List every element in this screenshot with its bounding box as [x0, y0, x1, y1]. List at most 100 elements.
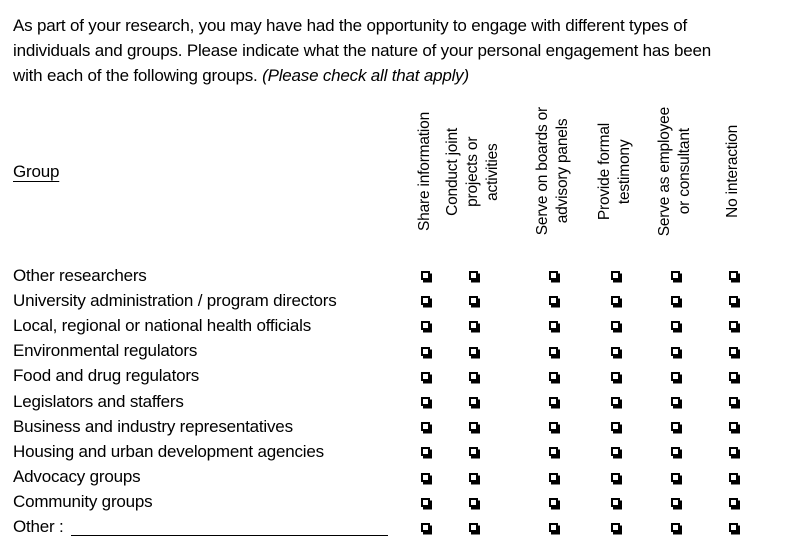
other-write-in-line[interactable]: [70, 521, 388, 537]
checkbox-r7c2[interactable]: [548, 447, 558, 457]
checkbox-r5c0[interactable]: [420, 397, 430, 407]
checkbox-r7c0[interactable]: [420, 447, 430, 457]
question-intro-text: As part of your research, you may have h…: [13, 13, 721, 88]
column-header-serve-as-employee: Serve as employee or consultant: [656, 106, 693, 237]
checkbox-r9c2[interactable]: [548, 497, 558, 507]
checkbox-r9c0[interactable]: [420, 497, 430, 507]
checkbox-r3c2[interactable]: [548, 346, 558, 356]
checkbox-r2c3[interactable]: [610, 321, 620, 331]
row-other: Other :: [13, 517, 402, 537]
checkbox-r10c3[interactable]: [610, 522, 620, 532]
checkbox-r10c0[interactable]: [420, 522, 430, 532]
table-row: Other researchers: [13, 263, 806, 288]
checkbox-r7c3[interactable]: [610, 447, 620, 457]
checkbox-r0c1[interactable]: [468, 271, 478, 281]
column-header-share-information: Share information: [416, 112, 433, 231]
checkbox-r10c4[interactable]: [670, 522, 680, 532]
checkbox-r10c5[interactable]: [728, 522, 738, 532]
checkbox-r3c4[interactable]: [670, 346, 680, 356]
checkbox-r6c0[interactable]: [420, 422, 430, 432]
checkbox-r0c4[interactable]: [670, 271, 680, 281]
checkbox-r4c0[interactable]: [420, 371, 430, 381]
row-label-housing-urban-development: Housing and urban development agencies: [13, 441, 324, 461]
checkbox-r7c4[interactable]: [670, 447, 680, 457]
row-label-food-drug-regulators: Food and drug regulators: [13, 366, 200, 386]
row-label-community-groups: Community groups: [13, 492, 153, 512]
checkbox-r0c5[interactable]: [728, 271, 738, 281]
checkbox-r2c0[interactable]: [420, 321, 430, 331]
checkbox-r7c5[interactable]: [728, 447, 738, 457]
checkbox-r2c1[interactable]: [468, 321, 478, 331]
checkbox-r1c5[interactable]: [728, 296, 738, 306]
column-header-no-interaction: No interaction: [724, 125, 741, 218]
checkbox-r8c3[interactable]: [610, 472, 620, 482]
table-row: Environmental regulators: [13, 339, 806, 364]
checkbox-r1c4[interactable]: [670, 296, 680, 306]
row-label-other-researchers: Other researchers: [13, 265, 147, 285]
checkbox-r1c2[interactable]: [548, 296, 558, 306]
checkbox-r10c1[interactable]: [468, 522, 478, 532]
checkbox-r9c4[interactable]: [670, 497, 680, 507]
matrix-header-row: Group Share information Conduct joint pr…: [13, 93, 806, 250]
checkbox-r8c5[interactable]: [728, 472, 738, 482]
checkbox-r8c4[interactable]: [670, 472, 680, 482]
checkbox-r0c2[interactable]: [548, 271, 558, 281]
checkbox-r2c4[interactable]: [670, 321, 680, 331]
table-row: Legislators and staffers: [13, 389, 806, 414]
checkbox-r3c1[interactable]: [468, 346, 478, 356]
checkbox-r6c2[interactable]: [548, 422, 558, 432]
checkbox-r0c0[interactable]: [420, 271, 430, 281]
intro-main-text: As part of your research, you may have h…: [13, 16, 711, 85]
checkbox-r8c1[interactable]: [468, 472, 478, 482]
checkbox-r4c5[interactable]: [728, 371, 738, 381]
table-row: Community groups: [13, 490, 806, 515]
table-row: Food and drug regulators: [13, 364, 806, 389]
table-row: University administration / program dire…: [13, 288, 806, 313]
intro-italic-note: (Please check all that apply): [262, 66, 469, 85]
checkbox-r1c1[interactable]: [468, 296, 478, 306]
column-header-provide-formal-testimony: Provide formal testimony: [596, 122, 633, 221]
checkbox-r4c2[interactable]: [548, 371, 558, 381]
checkbox-r9c3[interactable]: [610, 497, 620, 507]
checkbox-r3c3[interactable]: [610, 346, 620, 356]
checkbox-r1c3[interactable]: [610, 296, 620, 306]
checkbox-r4c1[interactable]: [468, 371, 478, 381]
checkbox-r5c1[interactable]: [468, 397, 478, 407]
row-label-health-officials: Local, regional or national health offic…: [13, 315, 312, 335]
checkbox-r1c0[interactable]: [420, 296, 430, 306]
checkbox-r5c3[interactable]: [610, 397, 620, 407]
row-label-environmental-regulators: Environmental regulators: [13, 341, 198, 361]
checkbox-r8c0[interactable]: [420, 472, 430, 482]
row-label-other: Other :: [13, 517, 64, 537]
checkbox-r2c5[interactable]: [728, 321, 738, 331]
checkbox-r9c1[interactable]: [468, 497, 478, 507]
row-label-legislators-staffers: Legislators and staffers: [13, 391, 184, 411]
checkbox-r9c5[interactable]: [728, 497, 738, 507]
checkbox-r6c1[interactable]: [468, 422, 478, 432]
checkbox-matrix: Group Share information Conduct joint pr…: [13, 93, 806, 540]
checkbox-r5c5[interactable]: [728, 397, 738, 407]
checkbox-r3c0[interactable]: [420, 346, 430, 356]
checkbox-r4c3[interactable]: [610, 371, 620, 381]
column-header-conduct-joint-projects: Conduct joint projects or activities: [444, 127, 501, 216]
group-column-header: Group: [13, 161, 60, 181]
table-row: Other :: [13, 515, 806, 540]
checkbox-r4c4[interactable]: [670, 371, 680, 381]
checkbox-r6c5[interactable]: [728, 422, 738, 432]
checkbox-r5c4[interactable]: [670, 397, 680, 407]
checkbox-r2c2[interactable]: [548, 321, 558, 331]
checkbox-r7c1[interactable]: [468, 447, 478, 457]
checkbox-r5c2[interactable]: [548, 397, 558, 407]
table-row: Business and industry representatives: [13, 414, 806, 439]
row-label-university-administration: University administration / program dire…: [13, 290, 337, 310]
checkbox-r8c2[interactable]: [548, 472, 558, 482]
checkbox-r3c5[interactable]: [728, 346, 738, 356]
checkbox-r0c3[interactable]: [610, 271, 620, 281]
table-row: Local, regional or national health offic…: [13, 313, 806, 338]
checkbox-r10c2[interactable]: [548, 522, 558, 532]
checkbox-r6c4[interactable]: [670, 422, 680, 432]
row-label-advocacy-groups: Advocacy groups: [13, 467, 141, 487]
checkbox-r6c3[interactable]: [610, 422, 620, 432]
table-row: Housing and urban development agencies: [13, 439, 806, 464]
